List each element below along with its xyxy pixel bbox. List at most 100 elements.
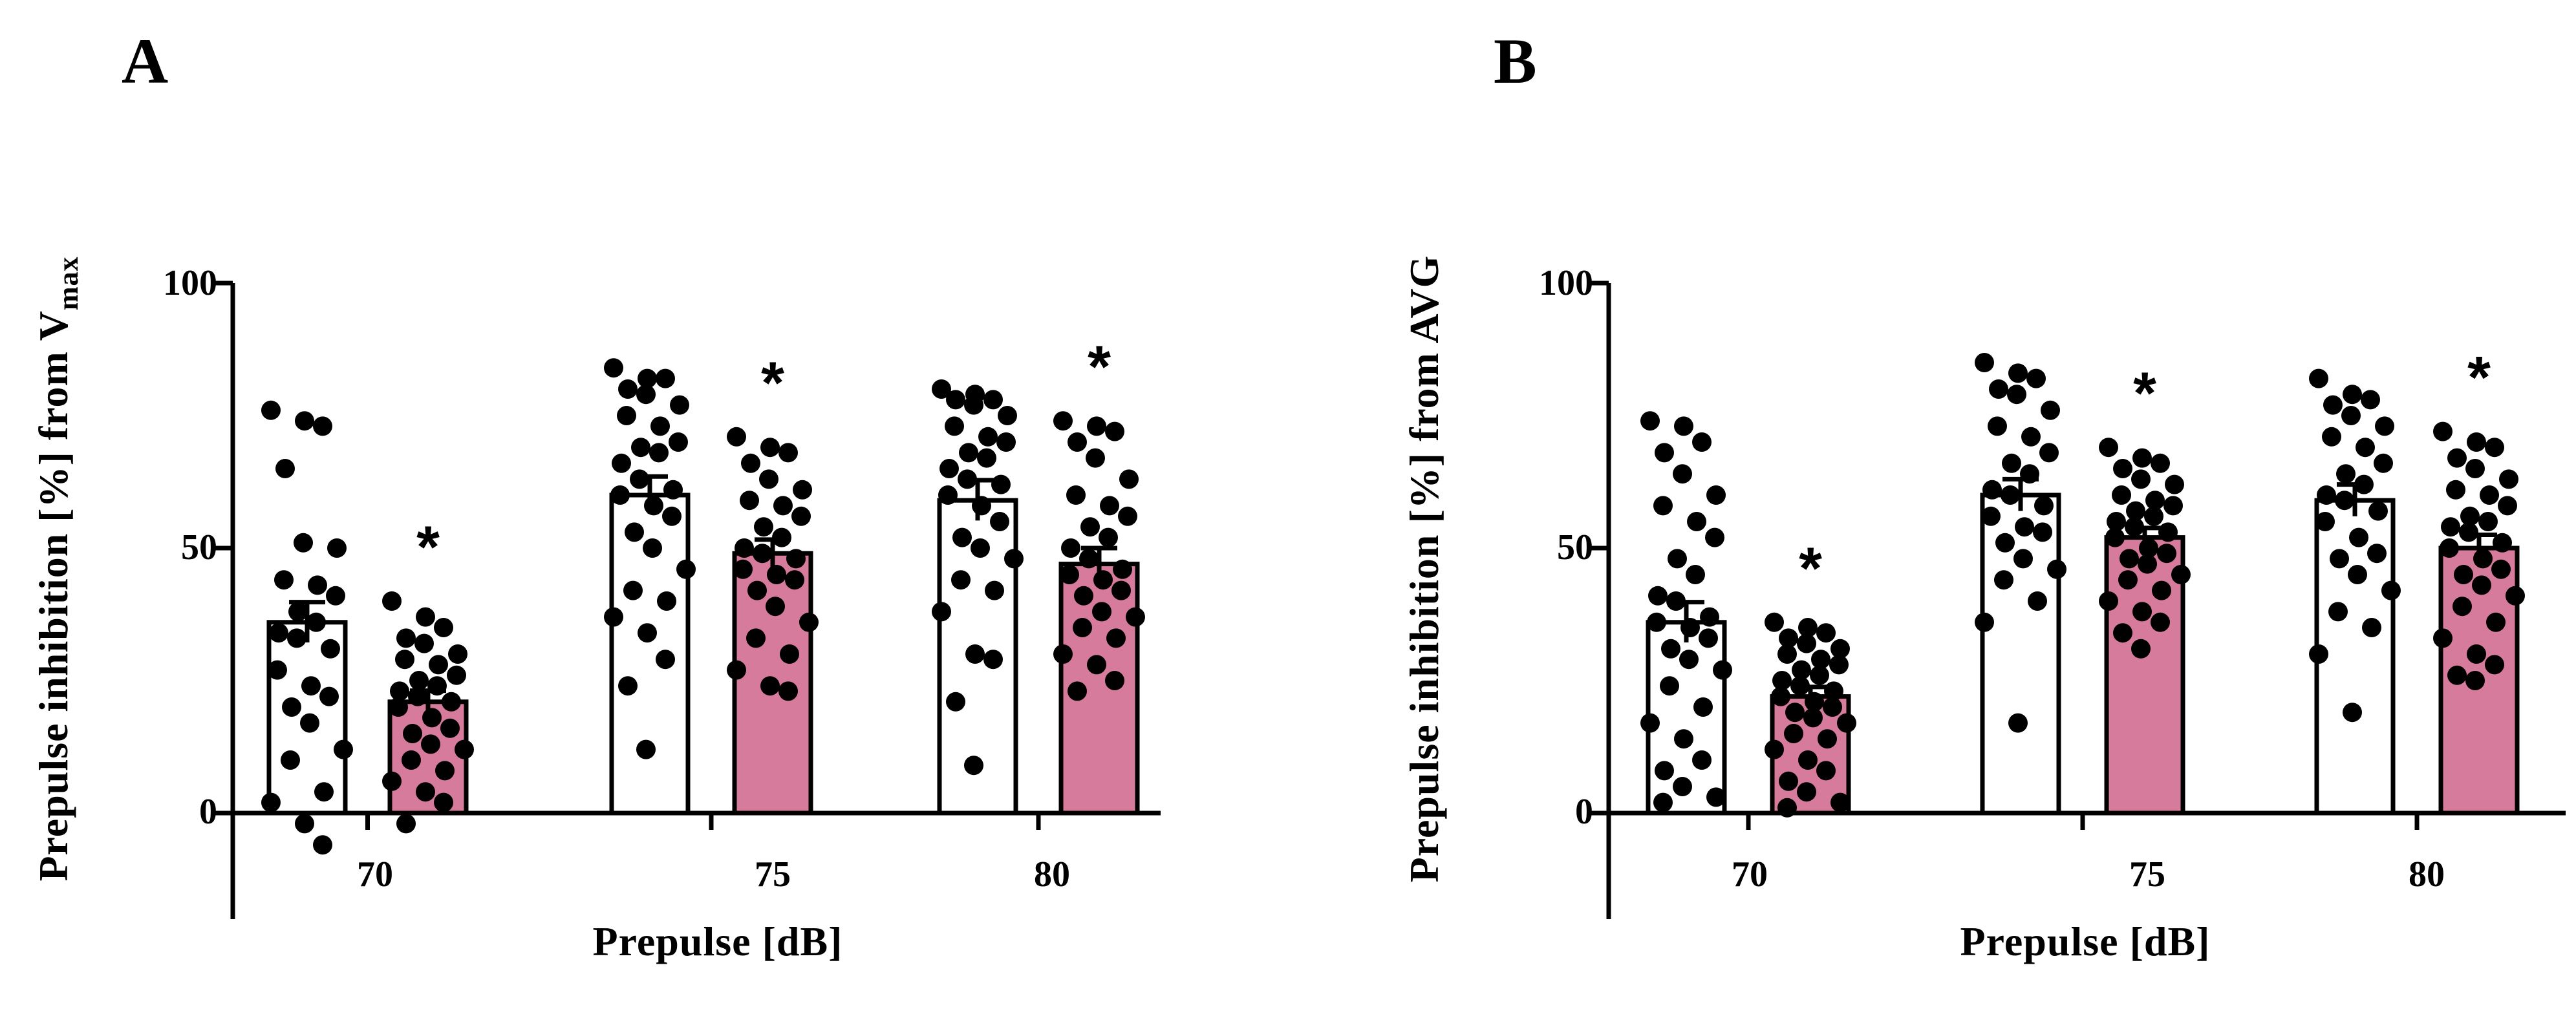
panel-a-point-control-70 <box>300 713 319 733</box>
panel-b-point-treatment-75 <box>2144 506 2163 526</box>
panel-b-point-treatment-75 <box>2131 639 2151 659</box>
panel-b-bar-treatment-75 <box>2104 535 2185 816</box>
panel-b-point-control-70 <box>1648 586 1668 606</box>
panel-a-point-treatment-75 <box>754 517 773 537</box>
panel-a-point-control-70 <box>282 697 301 717</box>
panel-b-point-control-70 <box>1661 639 1680 659</box>
panel-a-point-control-80 <box>951 570 971 590</box>
panel-b-point-control-70 <box>1700 607 1719 627</box>
panel-a-point-treatment-75 <box>759 469 778 489</box>
panel-a-point-treatment-80 <box>1053 411 1073 431</box>
panel-a-point-treatment-80 <box>1087 655 1106 675</box>
panel-b-point-treatment-75 <box>2151 612 2170 632</box>
panel-b-xtick-70: 70 <box>1732 854 1768 895</box>
panel-b-point-treatment-70 <box>1777 644 1797 664</box>
panel-b-point-treatment-70 <box>1792 660 1811 680</box>
panel-b-point-treatment-75 <box>2138 554 2157 574</box>
panel-b-point-treatment-70 <box>1784 724 1803 743</box>
panel-b-point-treatment-75 <box>2158 522 2178 542</box>
panel-b-point-treatment-70 <box>1785 703 1805 723</box>
panel-a-point-treatment-75 <box>727 660 746 680</box>
panel-a-ylabel-subscript: max <box>52 256 84 310</box>
panel-b-point-control-75 <box>1988 416 2007 436</box>
panel-a-point-treatment-80 <box>1092 602 1111 622</box>
panel-a-point-control-75 <box>643 538 662 558</box>
panel-a-point-control-80 <box>996 432 1016 452</box>
panel-b-stars: * * * <box>1799 345 2491 602</box>
panel-b-point-treatment-70 <box>1823 697 1842 717</box>
panel-a-point-treatment-75 <box>786 549 806 569</box>
panel-b-xlabel: Prepulse [dB] <box>1960 918 2211 964</box>
panel-b-point-control-80 <box>2335 491 2354 511</box>
panel-b-point-treatment-75 <box>2152 580 2171 600</box>
panel-b-point-control-80 <box>2323 395 2343 415</box>
panel-a-point-treatment-75 <box>799 612 819 632</box>
panel-a-stars: * * * <box>416 334 1111 580</box>
panel-a-point-control-75 <box>649 443 669 463</box>
panel-b-xtick-80: 80 <box>2409 854 2445 895</box>
panel-a: A * * * 100 50 0 70 75 80 Prepulse [dB] Pr… <box>30 25 1161 964</box>
panel-a-point-treatment-75 <box>780 644 799 664</box>
panel-b-point-treatment-75 <box>2165 474 2184 494</box>
panel-b-bar-control-75 <box>1980 492 2061 816</box>
panel-a-errorbars <box>289 474 1117 714</box>
panel-b-point-control-70 <box>1686 565 1705 584</box>
panel-b-point-control-75 <box>2007 385 2026 405</box>
panel-b-point-control-75 <box>2013 549 2033 569</box>
panel-b-point-treatment-80 <box>2506 586 2525 606</box>
panel-a-point-treatment-75 <box>760 438 780 458</box>
panel-a-point-control-75 <box>618 676 638 696</box>
panel-a-point-treatment-80 <box>1126 607 1145 627</box>
panel-b-point-treatment-75 <box>2120 549 2139 569</box>
panel-b-errorbars <box>1668 476 2497 706</box>
panel-b-ylabel: Prepulse inhibition [%] from AVG <box>1401 255 1447 883</box>
panel-a-point-control-75 <box>670 395 689 415</box>
panel-b-point-treatment-70 <box>1797 782 1816 802</box>
panel-b-point-treatment-70 <box>1818 729 1837 749</box>
panel-b-point-control-75 <box>2002 453 2021 473</box>
panel-b-point-control-80 <box>2330 549 2349 569</box>
panel-a-point-control-80 <box>946 390 965 410</box>
panel-b-point-control-75 <box>2001 485 2020 505</box>
panel-a-point-treatment-75 <box>747 580 767 600</box>
panel-b-point-control-80 <box>2375 416 2394 436</box>
panel-a-point-treatment-80 <box>1106 628 1126 648</box>
panel-b-point-treatment-70 <box>1837 713 1856 733</box>
panel-b-significance-star-70: * <box>1799 536 1822 602</box>
panel-b-point-treatment-75 <box>2132 602 2152 622</box>
panel-a-point-control-75 <box>612 453 631 473</box>
panel-b-point-control-75 <box>2041 400 2060 420</box>
panel-a-point-control-75 <box>623 580 643 600</box>
panel-b-point-control-70 <box>1655 761 1674 781</box>
panel-a-point-treatment-80 <box>1100 496 1119 516</box>
panel-a-point-treatment-80 <box>1118 506 1137 526</box>
panel-a-point-control-80 <box>991 474 1011 494</box>
panel-b-point-treatment-80 <box>2472 575 2491 595</box>
panel-b-point-treatment-80 <box>2498 496 2517 516</box>
panel-a-point-control-75 <box>610 485 630 505</box>
panel-b-point-control-75 <box>1989 379 2008 399</box>
panel-b-point-treatment-70 <box>1765 739 1784 759</box>
panel-b-point-control-75 <box>2047 559 2066 579</box>
panel-b-point-treatment-70 <box>1816 623 1836 643</box>
panel-a-point-control-80 <box>998 406 1017 425</box>
panel-a-point-treatment-75 <box>767 565 786 584</box>
panel-a-point-control-80 <box>939 459 959 478</box>
panel-a-point-control-80 <box>1004 549 1024 569</box>
panel-a-point-control-80 <box>952 527 972 547</box>
panel-a-point-treatment-70 <box>416 782 435 802</box>
panel-a-point-treatment-80 <box>1079 549 1099 569</box>
panel-b-point-treatment-80 <box>2460 506 2480 526</box>
panel-b-point-control-70 <box>1673 777 1692 796</box>
panel-a-point-treatment-75 <box>766 597 785 617</box>
panel-b-point-control-70 <box>1655 443 1674 463</box>
panel-a-point-control-70 <box>326 586 345 606</box>
panel-b-point-treatment-75 <box>2151 453 2170 473</box>
panel-b-point-treatment-80 <box>2433 628 2453 648</box>
panel-b-point-treatment-70 <box>1772 671 1792 690</box>
panel-a-point-treatment-75 <box>778 681 798 701</box>
panel-a-point-control-75 <box>656 650 675 670</box>
panel-a-point-control-70 <box>334 739 353 759</box>
panel-a-point-treatment-70 <box>421 734 440 754</box>
panel-a-point-treatment-80 <box>1061 538 1080 558</box>
